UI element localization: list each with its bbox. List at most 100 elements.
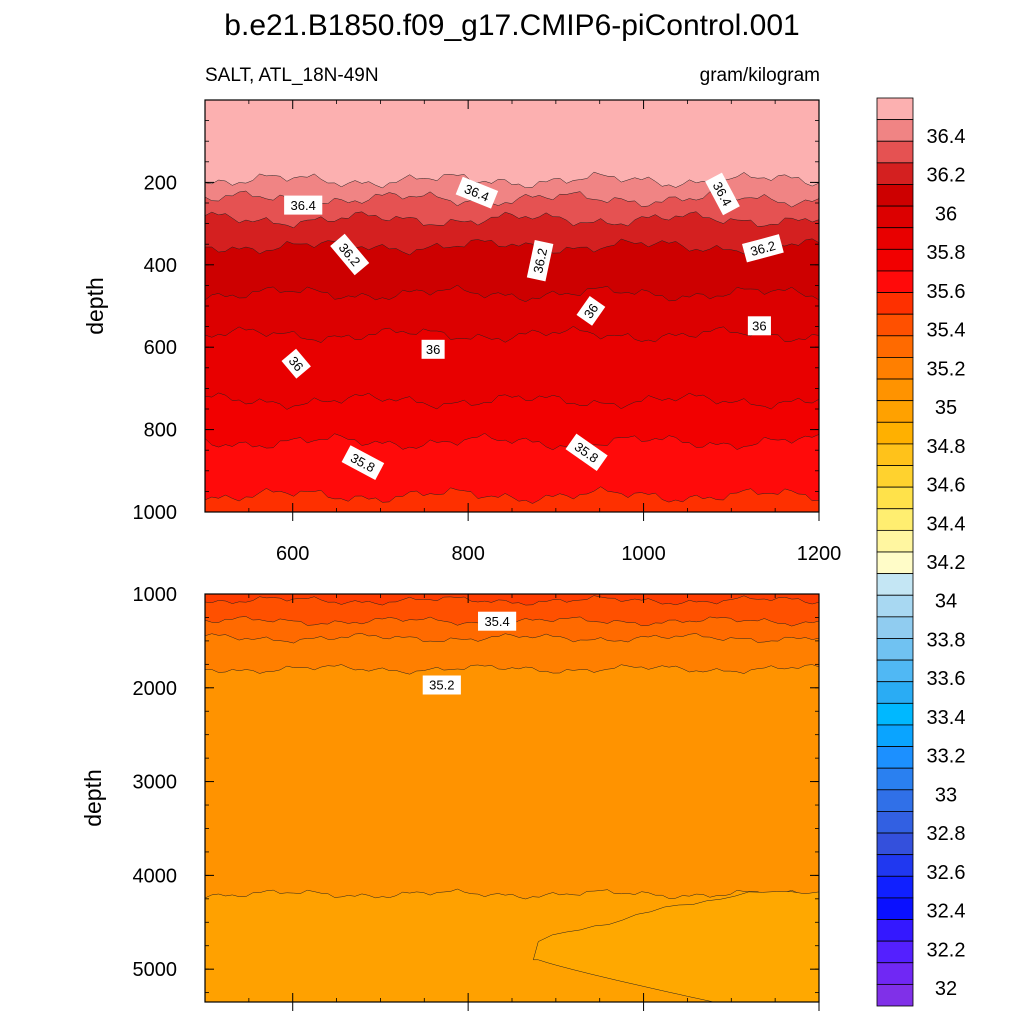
upper-contour-label: 36.4 bbox=[455, 176, 499, 209]
upper-y-tick-label: 800 bbox=[144, 420, 177, 442]
upper-contour-label-text: 36 bbox=[581, 301, 602, 321]
colorbar-swatch bbox=[876, 983, 914, 1007]
colorbar-label: 35.8 bbox=[927, 242, 966, 264]
colorbar-swatch bbox=[876, 378, 914, 402]
colorbar-label: 33 bbox=[935, 784, 957, 806]
lower-y-axis-title: depth bbox=[80, 769, 106, 827]
colorbar-swatch bbox=[876, 551, 914, 575]
upper-contour-label-text: 36.4 bbox=[291, 198, 316, 213]
colorbar-label: 33.4 bbox=[927, 707, 966, 729]
colorbar-label: 35 bbox=[935, 397, 957, 419]
upper-contour-label-box bbox=[284, 195, 323, 215]
lower-contour-fill bbox=[204, 594, 820, 1003]
upper-y-tick-label: 600 bbox=[144, 337, 177, 359]
colorbar-label: 34.2 bbox=[927, 552, 966, 574]
upper-contour-label-box bbox=[576, 295, 606, 326]
colorbar-swatch bbox=[876, 357, 914, 380]
upper-y-tick-label: 1000 bbox=[133, 502, 178, 524]
lower-y-tick-label: 5000 bbox=[133, 959, 178, 981]
upper-y-tick-label: 200 bbox=[144, 172, 177, 194]
colorbar-swatch bbox=[876, 594, 914, 618]
colorbar-swatch bbox=[876, 875, 914, 899]
colorbar-swatch bbox=[876, 227, 914, 250]
lower-contour-label-text: 35.2 bbox=[429, 678, 454, 693]
upper-contour-fill bbox=[204, 100, 820, 513]
colorbar-swatch bbox=[876, 421, 914, 445]
colorbar-swatch bbox=[876, 789, 914, 812]
colorbar: 36.4 36.2 36 35.8 35.6 35.4 35.2 35 34.8 34.6 34.4… bbox=[876, 97, 966, 1007]
figure-title: b.e21.B1850.f09_g17.CMIP6-piControl.001 bbox=[224, 9, 799, 42]
colorbar-label: 35.6 bbox=[927, 281, 966, 303]
upper-contour-label: 36.2 bbox=[742, 234, 784, 263]
lower-y-tick-label: 1000 bbox=[133, 584, 178, 606]
colorbar-swatch bbox=[876, 940, 914, 964]
upper-contour-label: 36 bbox=[747, 316, 771, 336]
colorbar-swatch bbox=[876, 162, 914, 185]
colorbar-label: 32 bbox=[935, 978, 957, 1000]
lower-contour-label-box bbox=[478, 611, 517, 631]
lower-contour-label: 35.2 bbox=[422, 675, 461, 695]
colorbar-swatch bbox=[876, 897, 914, 920]
colorbar-swatch bbox=[876, 248, 914, 272]
colorbar-label: 36 bbox=[935, 203, 957, 225]
colorbar-swatch bbox=[876, 638, 914, 661]
upper-contour-label-text: 36 bbox=[752, 318, 766, 333]
upper-contour-label: 36.2 bbox=[526, 240, 554, 282]
upper-contour-label-box bbox=[742, 234, 784, 263]
upper-contour-label-box bbox=[565, 433, 608, 472]
colorbar-swatch bbox=[876, 962, 914, 985]
colorbar-swatch bbox=[876, 854, 914, 877]
colorbar-swatch bbox=[876, 919, 914, 942]
colorbar-swatch bbox=[876, 119, 914, 142]
lower-panel: 35.4 35.2 1000 2000 3000 4000 5000 depth bbox=[80, 584, 820, 1011]
lower-y-tick-label: 4000 bbox=[133, 865, 178, 887]
colorbar-label: 32.8 bbox=[927, 823, 966, 845]
colorbar-label: 32.2 bbox=[927, 939, 966, 961]
upper-x-tick-label: 800 bbox=[451, 543, 484, 565]
upper-contour-label: 36 bbox=[576, 295, 606, 326]
colorbar-swatch bbox=[876, 832, 914, 856]
colorbar-swatch bbox=[876, 573, 914, 596]
colorbar-label: 36.2 bbox=[927, 165, 966, 187]
colorbar-swatch bbox=[876, 270, 914, 293]
colorbar-label: 32.6 bbox=[927, 862, 966, 884]
lower-y-tick-label: 3000 bbox=[133, 772, 178, 794]
colorbar-swatch bbox=[876, 335, 914, 358]
colorbar-swatch bbox=[876, 681, 914, 704]
colorbar-swatch bbox=[876, 702, 914, 726]
colorbar-swatch bbox=[876, 724, 914, 747]
lower-contour-labels: 35.4 35.2 bbox=[422, 611, 517, 695]
variable-label: SALT, ATL_18N-49N bbox=[205, 65, 379, 86]
upper-contour-label-text: 36.2 bbox=[530, 247, 550, 275]
upper-contour-label: 36.4 bbox=[284, 195, 323, 215]
upper-contour-label: 36 bbox=[281, 348, 311, 379]
colorbar-label: 33.6 bbox=[927, 668, 966, 690]
colorbar-swatch bbox=[876, 486, 914, 510]
upper-contour-label-box bbox=[705, 172, 740, 216]
upper-contour-label-box bbox=[341, 445, 385, 480]
upper-contour-label-box bbox=[455, 176, 499, 209]
units-label: gram/kilogram bbox=[700, 65, 820, 86]
colorbar-label: 34.6 bbox=[927, 475, 966, 497]
colorbar-swatch bbox=[876, 767, 914, 791]
colorbar-label: 33.8 bbox=[927, 629, 966, 651]
upper-axes: 200 400 600 800 1000 600 800 1000 1200 bbox=[133, 99, 841, 565]
colorbar-label: 34.4 bbox=[927, 513, 966, 535]
lower-contour-label-text: 35.4 bbox=[484, 614, 509, 629]
colorbar-swatch bbox=[876, 443, 914, 466]
lower-deep-region bbox=[532, 891, 820, 1003]
upper-contour-label-box bbox=[747, 316, 771, 336]
colorbar-label: 34 bbox=[935, 591, 957, 613]
colorbar-swatch bbox=[876, 746, 914, 769]
colorbar-label: 35.2 bbox=[927, 358, 966, 380]
colorbar-swatch bbox=[876, 400, 914, 423]
colorbar-swatch bbox=[876, 529, 914, 553]
upper-x-tick-label: 1000 bbox=[621, 543, 666, 565]
lower-contour-label: 35.4 bbox=[478, 611, 517, 631]
lower-y-tick-label: 2000 bbox=[133, 678, 178, 700]
lower-axes: 1000 2000 3000 4000 5000 bbox=[133, 584, 820, 1011]
lower-contour-label-box bbox=[422, 675, 461, 695]
upper-contour-label-box bbox=[526, 240, 554, 282]
